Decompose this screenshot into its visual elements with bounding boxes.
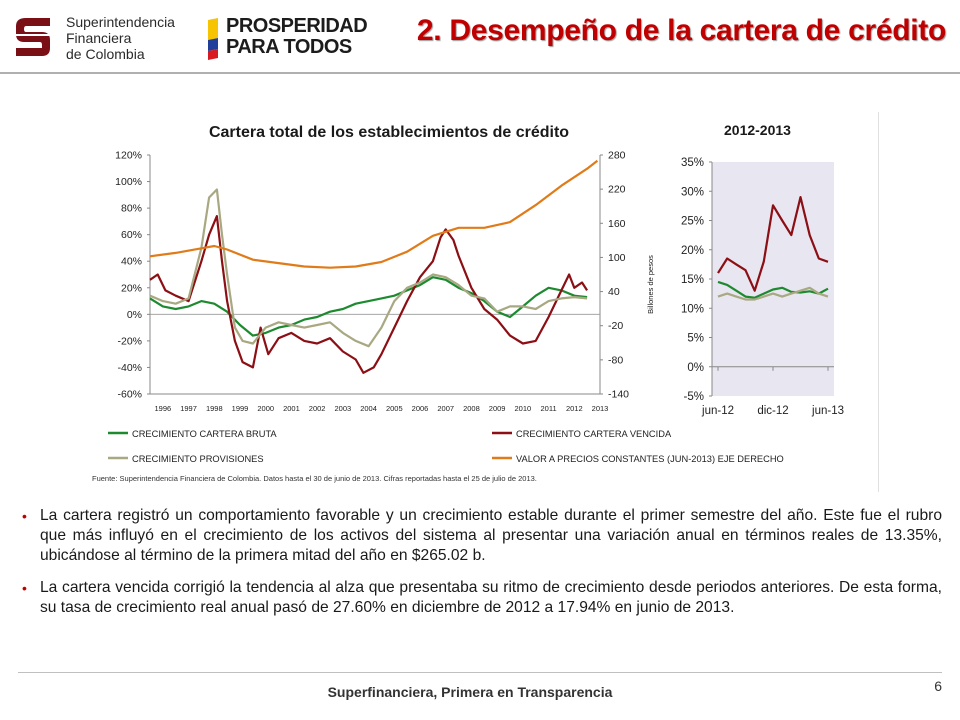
bullet-item: • La cartera registró un comportamiento … bbox=[18, 506, 942, 566]
left-tick-label: -20% bbox=[117, 335, 142, 347]
logo-line-3: de Colombia bbox=[66, 46, 145, 62]
inset-tick-label: 0% bbox=[687, 362, 704, 374]
series-line-orange bbox=[149, 159, 599, 269]
legend-label: VALOR A PRECIOS CONSTANTES (JUN-2013) EJ… bbox=[516, 454, 784, 464]
legend-label: CRECIMIENTO CARTERA VENCIDA bbox=[516, 429, 672, 439]
x-tick-label: 2009 bbox=[489, 404, 506, 413]
x-tick-label: 2005 bbox=[386, 404, 403, 413]
inset-tick-label: 15% bbox=[681, 274, 704, 286]
series-line-green bbox=[149, 276, 588, 337]
inset-x-tick-label: jun-13 bbox=[811, 405, 844, 417]
bullet-dot-icon: • bbox=[22, 508, 27, 524]
left-tick-label: 100% bbox=[115, 176, 142, 188]
x-tick-label: 2004 bbox=[360, 404, 377, 413]
prosperidad-logo: PROSPERIDAD PARA TODOS bbox=[206, 15, 368, 64]
x-tick-label: 2013 bbox=[592, 404, 609, 413]
right-tick-label: 40 bbox=[608, 286, 620, 298]
left-tick-label: 60% bbox=[121, 229, 142, 241]
campaign-line-1: PROSPERIDAD bbox=[226, 15, 368, 37]
legend-label: CRECIMIENTO PROVISIONES bbox=[132, 454, 264, 464]
bullet-text: La cartera vencida corrigió la tendencia… bbox=[40, 579, 942, 616]
x-tick-label: 1999 bbox=[232, 404, 249, 413]
right-tick-label: -20 bbox=[608, 320, 623, 332]
inset-tick-label: -5% bbox=[684, 391, 704, 403]
logo-line-2: Financiera bbox=[66, 30, 132, 46]
header-divider bbox=[0, 72, 960, 74]
main-chart-title: Cartera total de los establecimientos de… bbox=[209, 124, 569, 141]
superfinanciera-logo: Superintendencia Financiera de Colombia bbox=[8, 10, 180, 66]
inset-chart-title: 2012-2013 bbox=[724, 122, 791, 138]
x-tick-label: 2006 bbox=[412, 404, 429, 413]
x-tick-label: 2001 bbox=[283, 404, 300, 413]
x-tick-label: 2012 bbox=[566, 404, 583, 413]
right-tick-label: -80 bbox=[608, 354, 623, 366]
inset-tick-label: 20% bbox=[681, 245, 704, 257]
right-tick-label: 160 bbox=[608, 218, 626, 230]
left-tick-label: 80% bbox=[121, 203, 142, 215]
left-tick-label: -40% bbox=[117, 362, 142, 374]
inset-plot-background bbox=[712, 162, 834, 396]
inset-x-tick-label: jun-12 bbox=[701, 405, 734, 417]
x-tick-label: 2011 bbox=[541, 404, 557, 413]
x-tick-label: 2002 bbox=[309, 404, 326, 413]
logo-line-1: Superintendencia bbox=[66, 14, 175, 30]
x-tick-label: 2007 bbox=[437, 404, 454, 413]
x-tick-label: 2000 bbox=[257, 404, 274, 413]
x-tick-label: 1996 bbox=[155, 404, 172, 413]
right-tick-label: 220 bbox=[608, 184, 626, 196]
x-tick-label: 1998 bbox=[206, 404, 223, 413]
x-tick-label: 1997 bbox=[180, 404, 197, 413]
x-tick-label: 2003 bbox=[335, 404, 352, 413]
inset-tick-label: 30% bbox=[681, 186, 704, 198]
left-tick-label: 40% bbox=[121, 256, 142, 268]
series-line-red bbox=[149, 215, 589, 374]
inset-series-line-khaki bbox=[717, 286, 829, 301]
right-tick-label: -140 bbox=[608, 389, 629, 401]
chart-area: Cartera total de los establecimientos de… bbox=[90, 108, 880, 496]
slide-title: 2. Desempeño de la cartera de crédito bbox=[416, 14, 946, 47]
left-tick-label: -60% bbox=[117, 389, 142, 401]
footer-divider bbox=[18, 672, 942, 673]
left-tick-label: 20% bbox=[121, 282, 142, 294]
x-tick-label: 2008 bbox=[463, 404, 480, 413]
left-tick-label: 0% bbox=[127, 309, 142, 321]
chart-divider bbox=[878, 112, 879, 492]
right-axis-title: Billones de pesos bbox=[646, 255, 655, 314]
right-tick-label: 100 bbox=[608, 252, 626, 264]
inset-series-line-green bbox=[717, 280, 829, 299]
left-tick-label: 120% bbox=[115, 150, 142, 162]
inset-series-line-red bbox=[717, 196, 829, 292]
footer-tagline: Superfinanciera, Primera en Transparenci… bbox=[327, 684, 613, 700]
bullet-item: • La cartera vencida corrigió la tendenc… bbox=[18, 578, 942, 618]
source-note: Fuente: Superintendencia Financiera de C… bbox=[92, 474, 537, 483]
inset-tick-label: 10% bbox=[681, 303, 704, 315]
x-tick-label: 2010 bbox=[515, 404, 532, 413]
bullet-list: • La cartera registró un comportamiento … bbox=[18, 506, 942, 630]
superfinanciera-emblem-icon bbox=[8, 12, 58, 62]
inset-tick-label: 35% bbox=[681, 157, 704, 169]
inset-tick-label: 5% bbox=[687, 333, 704, 345]
page-number: 6 bbox=[934, 678, 942, 694]
credit-portfolio-charts: Cartera total de los establecimientos de… bbox=[92, 122, 844, 483]
inset-tick-label: 25% bbox=[681, 216, 704, 228]
legend-label: CRECIMIENTO CARTERA BRUTA bbox=[132, 429, 277, 439]
bullet-text: La cartera registró un comportamiento fa… bbox=[40, 507, 942, 564]
right-tick-label: 280 bbox=[608, 150, 626, 162]
inset-x-tick-label: dic-12 bbox=[757, 405, 788, 417]
series-line-khaki bbox=[149, 188, 588, 348]
colombia-flag-icon bbox=[208, 18, 218, 60]
campaign-line-2: PARA TODOS bbox=[226, 36, 352, 58]
bullet-dot-icon: • bbox=[22, 580, 27, 596]
